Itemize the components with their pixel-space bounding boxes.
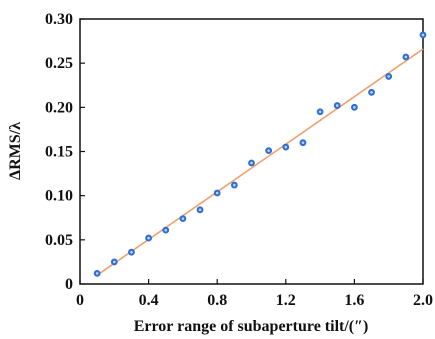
data-point-highlight: [284, 145, 288, 149]
data-point: [248, 159, 255, 167]
data-point-highlight: [164, 228, 168, 232]
data-points-layer: [93, 31, 427, 277]
data-point: [179, 215, 187, 223]
x-tick-label: 2.0: [413, 292, 433, 309]
data-point-highlight: [181, 217, 185, 220]
data-point-highlight: [147, 236, 150, 240]
data-point-highlight: [353, 106, 356, 109]
data-point: [316, 108, 324, 116]
x-tick-label: 0.8: [207, 292, 227, 309]
y-tick-label: 0.10: [45, 188, 73, 205]
y-tick-label: 0.05: [45, 232, 73, 249]
plot-frame: [79, 18, 424, 285]
data-point: [368, 88, 375, 96]
y-tick-label: 0.30: [45, 11, 73, 28]
y-tick-label: 0.20: [45, 99, 73, 116]
data-point: [402, 53, 410, 61]
data-point-highlight: [215, 191, 219, 195]
data-point: [299, 139, 307, 147]
data-point: [419, 31, 427, 39]
data-point-highlight: [233, 183, 236, 187]
data-point-highlight: [130, 250, 133, 254]
data-point-highlight: [250, 161, 253, 165]
data-point: [282, 143, 290, 151]
fit-line: [96, 48, 424, 276]
data-point-highlight: [95, 272, 99, 275]
x-tick-label: 1.2: [276, 292, 296, 309]
data-point-highlight: [267, 149, 270, 152]
data-point: [145, 234, 153, 242]
data-point-highlight: [421, 33, 425, 37]
data-point: [128, 248, 135, 256]
y-tick-label: 0.15: [45, 144, 73, 161]
axis-ticks: 0 0.4 0.8 1.2 1.6 2.0 0 0.05 0.10 0.15 0.20 0.25 0.3…: [45, 11, 433, 309]
data-point: [110, 258, 118, 266]
data-point: [230, 181, 238, 189]
x-axis-label: Error range of subaperture tilt/(″): [134, 318, 369, 335]
data-point: [93, 270, 101, 277]
y-tick-label: 0: [65, 276, 73, 293]
data-point: [265, 147, 273, 155]
data-point-highlight: [370, 91, 373, 94]
fit-line-layer: [96, 48, 424, 276]
data-point-highlight: [387, 75, 391, 78]
data-point-highlight: [318, 110, 322, 114]
data-point: [333, 102, 341, 109]
x-tick-label: 0.4: [139, 292, 159, 309]
data-point-highlight: [301, 141, 305, 144]
data-point-highlight: [404, 55, 408, 59]
x-tick-label: 1.6: [344, 292, 364, 309]
data-point-highlight: [198, 208, 202, 212]
data-point: [213, 189, 221, 197]
y-tick-label: 0.25: [45, 55, 73, 72]
data-point-highlight: [335, 104, 339, 107]
data-point: [162, 226, 170, 234]
data-point: [196, 206, 204, 214]
data-point: [351, 103, 358, 111]
data-point: [385, 73, 393, 80]
data-point-highlight: [113, 260, 116, 264]
y-axis-label: ΔRMS/λ: [7, 122, 24, 180]
x-tick-label: 0: [76, 292, 84, 309]
